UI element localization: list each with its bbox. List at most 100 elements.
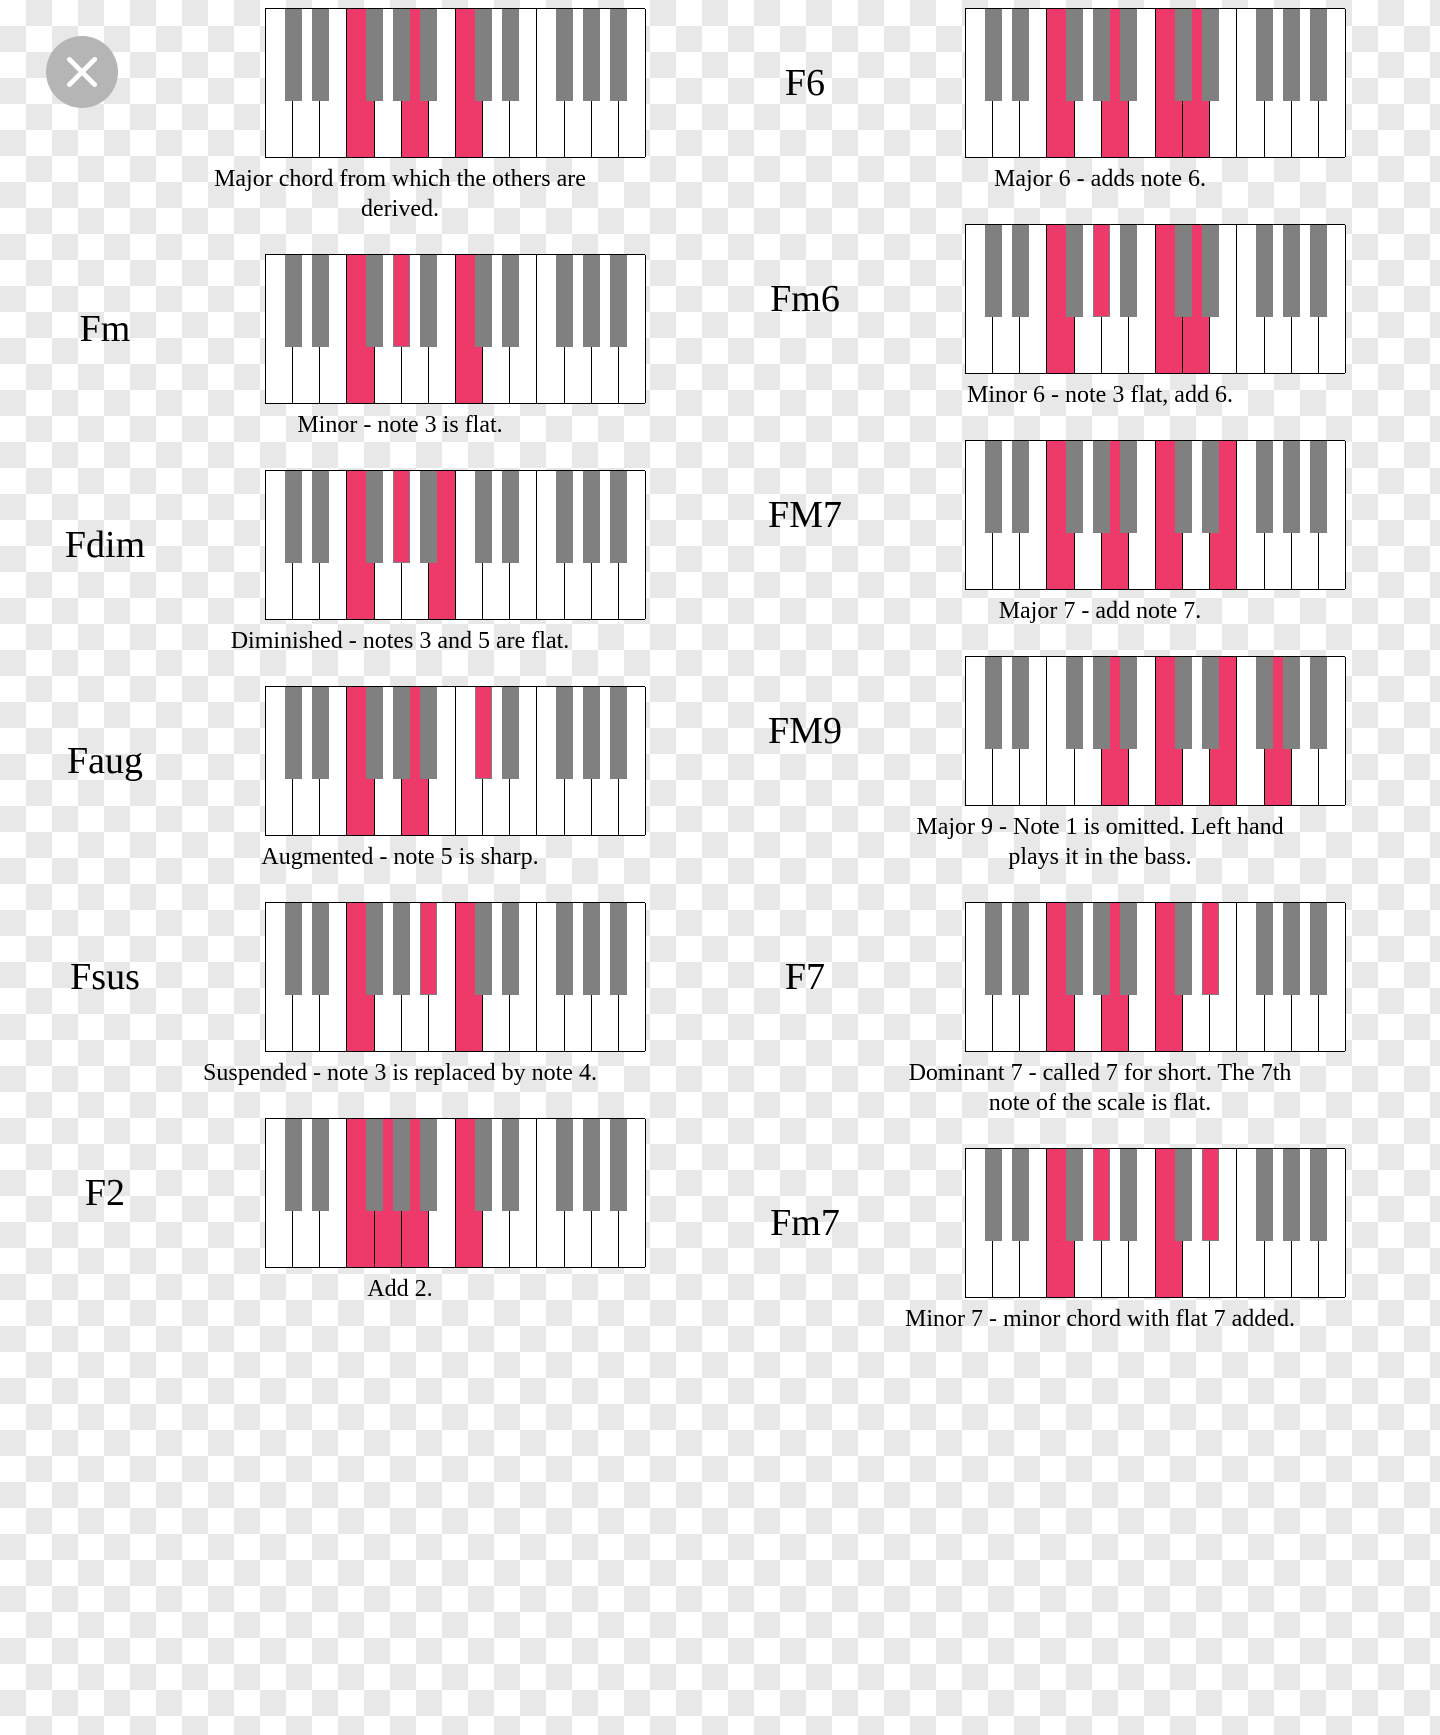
- black-key: [583, 1119, 600, 1211]
- keyboard-wrap: [890, 440, 1420, 590]
- keyboard-wrap: [890, 656, 1420, 806]
- black-key: [1066, 1149, 1083, 1241]
- black-key: [985, 1149, 1002, 1241]
- black-key: [985, 9, 1002, 101]
- chord-name-label: Fm7: [770, 1201, 840, 1245]
- chord-caption: Diminished - notes 3 and 5 are flat.: [190, 626, 610, 674]
- black-key: [1283, 903, 1300, 995]
- black-key: [420, 471, 437, 563]
- chord-name-label: F2: [85, 1171, 125, 1215]
- black-key: [1012, 225, 1029, 317]
- black-key: [1066, 657, 1083, 749]
- black-key: [610, 903, 627, 995]
- black-key: [1175, 441, 1192, 533]
- black-key: [583, 903, 600, 995]
- black-key: [1175, 225, 1192, 317]
- chord-name-label: Faug: [67, 739, 143, 783]
- chord-caption: Add 2.: [190, 1274, 610, 1322]
- black-key: [1283, 225, 1300, 317]
- chord-caption: Suspended - note 3 is replaced by note 4…: [190, 1058, 610, 1106]
- chord-caption: Major 9 - Note 1 is omitted. Left hand p…: [890, 812, 1310, 890]
- black-key: [1175, 657, 1192, 749]
- black-key: [1256, 903, 1273, 995]
- keyboard-diagram: [965, 656, 1345, 806]
- black-key: [1202, 9, 1219, 101]
- black-key: [285, 1119, 302, 1211]
- keyboard-diagram: [965, 1148, 1345, 1298]
- black-key: [420, 687, 437, 779]
- black-key: [1283, 1149, 1300, 1241]
- chord-name-label: Fm: [80, 307, 131, 351]
- black-key: [475, 903, 492, 995]
- black-key: [610, 1119, 627, 1211]
- black-key: [556, 903, 573, 995]
- keyboard-diagram: [965, 440, 1345, 590]
- black-key: [1093, 441, 1110, 533]
- black-key: [1066, 903, 1083, 995]
- chord-block: FsusSuspended - note 3 is replaced by no…: [20, 894, 720, 1110]
- black-key: [393, 687, 410, 779]
- chord-block: FMajor chord from which the others are d…: [20, 0, 720, 246]
- chord-caption: Minor 7 - minor chord with flat 7 added.: [890, 1304, 1310, 1352]
- black-key: [366, 1119, 383, 1211]
- close-button[interactable]: [46, 36, 118, 108]
- black-key: [1283, 9, 1300, 101]
- black-key: [285, 255, 302, 347]
- keyboard-wrap: [190, 254, 720, 404]
- black-key: [393, 255, 410, 347]
- black-key: [1310, 9, 1327, 101]
- black-key: [1283, 657, 1300, 749]
- black-key: [1202, 225, 1219, 317]
- black-key: [1120, 9, 1137, 101]
- chord-name-label: FM9: [768, 709, 842, 753]
- keyboard-diagram: [265, 902, 645, 1052]
- black-key: [985, 903, 1002, 995]
- black-key: [1310, 657, 1327, 749]
- black-key: [366, 687, 383, 779]
- black-key: [475, 9, 492, 101]
- black-key: [1120, 657, 1137, 749]
- black-key: [1310, 903, 1327, 995]
- black-key: [1175, 9, 1192, 101]
- black-key: [1120, 1149, 1137, 1241]
- black-key: [475, 471, 492, 563]
- black-key: [610, 9, 627, 101]
- black-key: [985, 441, 1002, 533]
- keyboard-wrap: [890, 1148, 1420, 1298]
- chord-caption: Augmented - note 5 is sharp.: [190, 842, 610, 890]
- keyboard-diagram: [965, 8, 1345, 158]
- black-key: [502, 687, 519, 779]
- chord-name-label: F7: [785, 955, 825, 999]
- black-key: [1256, 9, 1273, 101]
- black-key: [312, 9, 329, 101]
- black-key: [1310, 1149, 1327, 1241]
- black-key: [556, 255, 573, 347]
- black-key: [1012, 9, 1029, 101]
- black-key: [420, 255, 437, 347]
- keyboard-diagram: [265, 470, 645, 620]
- black-key: [1120, 903, 1137, 995]
- black-key: [1012, 903, 1029, 995]
- chord-caption: Major 6 - adds note 6.: [890, 164, 1310, 212]
- black-key: [1093, 657, 1110, 749]
- chord-block: F2 Add 2.: [20, 1110, 720, 1326]
- black-key: [475, 687, 492, 779]
- black-key: [393, 9, 410, 101]
- keyboard-diagram: [265, 8, 645, 158]
- close-icon: [63, 53, 101, 91]
- black-key: [1256, 225, 1273, 317]
- black-key: [1202, 441, 1219, 533]
- chord-name-label: F6: [785, 61, 825, 105]
- black-key: [1175, 1149, 1192, 1241]
- black-key: [312, 255, 329, 347]
- black-key: [1066, 441, 1083, 533]
- black-key: [475, 1119, 492, 1211]
- chord-name-label: Fdim: [65, 523, 145, 567]
- black-key: [366, 903, 383, 995]
- black-key: [1120, 225, 1137, 317]
- chord-block: FmMinor - note 3 is flat.: [20, 246, 720, 462]
- black-key: [312, 903, 329, 995]
- black-key: [1012, 1149, 1029, 1241]
- black-key: [1093, 1149, 1110, 1241]
- black-key: [420, 903, 437, 995]
